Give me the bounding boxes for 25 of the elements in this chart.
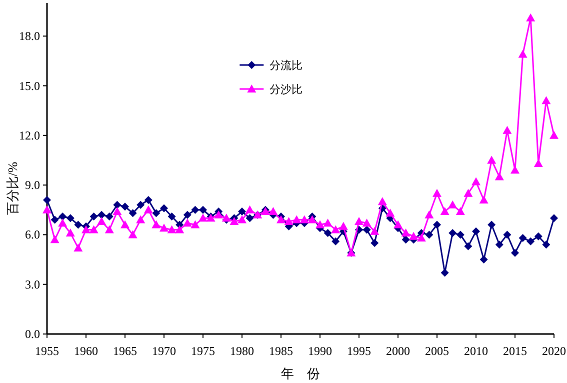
x-tick-label: 2010 bbox=[464, 344, 488, 358]
y-tick-label: 9.0 bbox=[25, 178, 40, 192]
x-tick-label: 2015 bbox=[503, 344, 527, 358]
y-tick-label: 12.0 bbox=[19, 128, 40, 142]
y-tick-label: 3.0 bbox=[25, 277, 40, 292]
x-tick-label: 1995 bbox=[347, 344, 371, 358]
x-tick-label: 1990 bbox=[308, 344, 332, 358]
y-tick-label: 15.0 bbox=[19, 78, 40, 93]
y-tick-label: 0.0 bbox=[25, 327, 40, 341]
x-tick-label: 1975 bbox=[191, 344, 215, 358]
x-tick-label: 2000 bbox=[386, 344, 410, 358]
y-tick-label: 18.0 bbox=[19, 29, 40, 44]
legend-label: 分流比 bbox=[270, 59, 303, 72]
x-axis-title: 年 份 bbox=[281, 366, 320, 381]
x-tick-label: 2020 bbox=[542, 344, 566, 358]
x-tick-label: 1970 bbox=[152, 344, 176, 358]
x-tick-label: 2005 bbox=[425, 344, 449, 358]
legend-label: 分沙比 bbox=[270, 83, 303, 96]
x-tick-label: 1965 bbox=[113, 344, 137, 358]
y-tick-label: 6.0 bbox=[25, 228, 40, 242]
x-tick-label: 1985 bbox=[269, 344, 293, 358]
x-tick-label: 1980 bbox=[230, 344, 254, 358]
x-tick-label: 1960 bbox=[74, 344, 98, 358]
y-axis-title: 百分比/% bbox=[5, 162, 20, 216]
x-tick-label: 1955 bbox=[35, 344, 59, 358]
